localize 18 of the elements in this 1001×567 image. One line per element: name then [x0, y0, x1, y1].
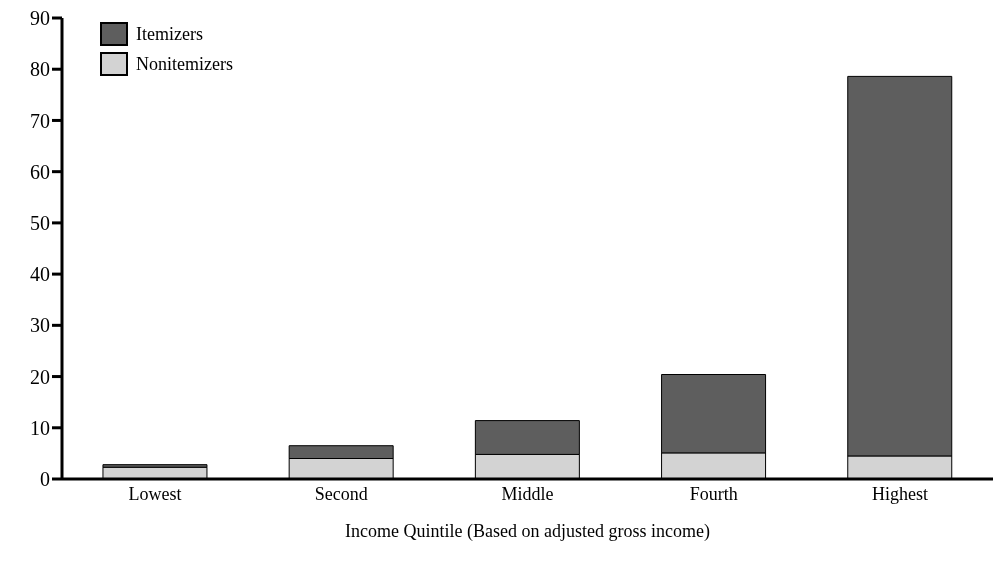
y-tick-label: 10: [30, 416, 50, 439]
x-tick-label: Highest: [871, 483, 928, 504]
y-tick-label: 80: [30, 58, 50, 81]
legend-label: Nonitemizers: [136, 53, 233, 75]
y-tick-label: 20: [30, 365, 50, 388]
x-tick-label: Lowest: [128, 483, 182, 504]
y-tick-label: 90: [30, 7, 50, 30]
y-tick-label: 60: [30, 160, 50, 183]
legend-label: Itemizers: [136, 23, 203, 45]
x-axis-title: Income Quintile (Based on adjusted gross income): [345, 521, 710, 542]
y-tick-label: 40: [30, 263, 50, 286]
y-tick-label: 50: [30, 211, 50, 234]
x-tick-label: Middle: [501, 483, 554, 504]
x-tick-label: Second: [314, 483, 368, 504]
y-tick-label: 0: [40, 468, 50, 491]
x-tick-label: Fourth: [689, 483, 738, 504]
y-tick-label: 30: [30, 314, 50, 337]
y-tick-label: 70: [30, 109, 50, 132]
